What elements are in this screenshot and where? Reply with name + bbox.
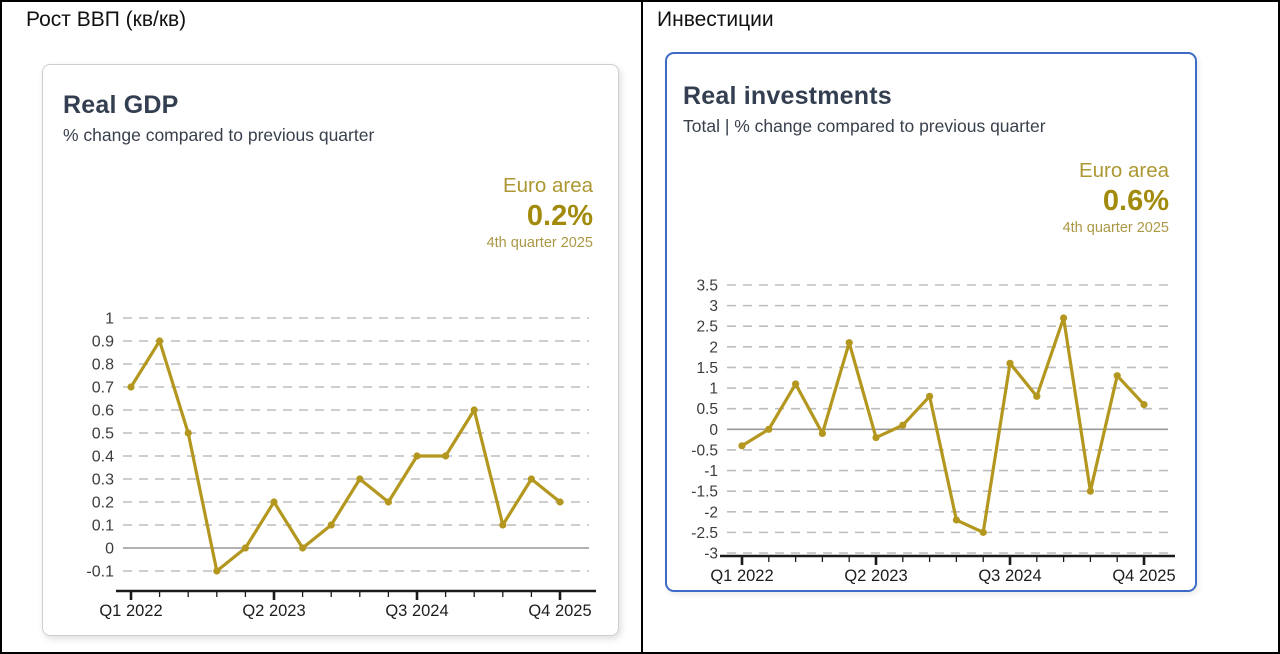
- svg-text:-1: -1: [704, 463, 718, 480]
- svg-text:0.6: 0.6: [92, 403, 114, 420]
- svg-text:-2: -2: [704, 504, 718, 521]
- svg-text:Q1 2022: Q1 2022: [99, 602, 162, 620]
- panel-header-gdp-growth: Рост ВВП (кв/кв): [26, 8, 187, 31]
- svg-text:3: 3: [709, 298, 718, 315]
- svg-text:-1.5: -1.5: [691, 484, 718, 501]
- svg-text:Q4 2025: Q4 2025: [528, 602, 591, 620]
- svg-text:0.5: 0.5: [92, 426, 114, 443]
- svg-text:-0.5: -0.5: [691, 442, 718, 459]
- svg-text:Q2 2023: Q2 2023: [844, 567, 907, 585]
- svg-text:0.8: 0.8: [92, 357, 114, 374]
- latest-period: 4th quarter 2025: [1062, 220, 1169, 236]
- chart-title: Real investments: [683, 82, 892, 110]
- svg-text:0.2: 0.2: [92, 495, 114, 512]
- svg-text:-2.5: -2.5: [691, 525, 718, 542]
- region-label: Euro area: [1078, 159, 1169, 182]
- svg-text:Q2 2023: Q2 2023: [242, 602, 305, 620]
- latest-value-block: Euro area 0.2% 4th quarter 2025: [487, 173, 593, 254]
- latest-value-block: Euro area 0.6% 4th quarter 2025: [1063, 158, 1169, 239]
- svg-text:Q3 2024: Q3 2024: [385, 602, 448, 620]
- svg-text:-3: -3: [704, 546, 718, 563]
- svg-text:0.3: 0.3: [92, 472, 114, 489]
- real-investments-card[interactable]: Real investments Total | % change compar…: [665, 52, 1197, 592]
- svg-text:-0.1: -0.1: [86, 564, 114, 581]
- chart-subtitle: % change compared to previous quarter: [63, 125, 375, 145]
- latest-period: 4th quarter 2025: [486, 235, 593, 251]
- cell-divider: [641, 2, 643, 652]
- svg-text:0.4: 0.4: [92, 449, 114, 466]
- panel-header-investments: Инвестиции: [657, 8, 774, 31]
- svg-text:Q4 2025: Q4 2025: [1112, 567, 1175, 585]
- svg-text:2: 2: [709, 339, 718, 356]
- svg-text:Q3 2024: Q3 2024: [978, 567, 1041, 585]
- svg-text:0.1: 0.1: [92, 518, 114, 535]
- svg-text:0.9: 0.9: [92, 334, 114, 351]
- latest-value: 0.2%: [526, 200, 593, 232]
- svg-text:0.7: 0.7: [92, 380, 114, 397]
- svg-text:2.5: 2.5: [696, 319, 718, 336]
- svg-text:Q1 2022: Q1 2022: [710, 567, 773, 585]
- svg-text:1: 1: [105, 311, 114, 328]
- chart-title: Real GDP: [63, 91, 179, 119]
- real-gdp-line-chart: 1 0.9 0.8 0.7 0.6 0.5 0.4 0.3 0.2 0.1 0 -0.1 Q1 2022…: [86, 311, 596, 620]
- svg-text:1: 1: [709, 381, 718, 398]
- svg-text:0: 0: [105, 541, 114, 558]
- real-gdp-card[interactable]: Real GDP % change compared to previous q…: [42, 64, 619, 636]
- svg-text:0.5: 0.5: [696, 401, 718, 418]
- real-investments-line-chart: 3.5 3 2.5 2 1.5 1 0.5 0 -0.5 -1 -1.5 -2 -2.5 -3 Q1 202…: [691, 278, 1175, 586]
- latest-value: 0.6%: [1102, 185, 1169, 217]
- svg-text:0: 0: [709, 422, 718, 439]
- svg-text:3.5: 3.5: [696, 278, 718, 295]
- region-label: Euro area: [502, 174, 593, 197]
- svg-text:1.5: 1.5: [696, 360, 718, 377]
- chart-subtitle: Total | % change compared to previous qu…: [683, 116, 1046, 136]
